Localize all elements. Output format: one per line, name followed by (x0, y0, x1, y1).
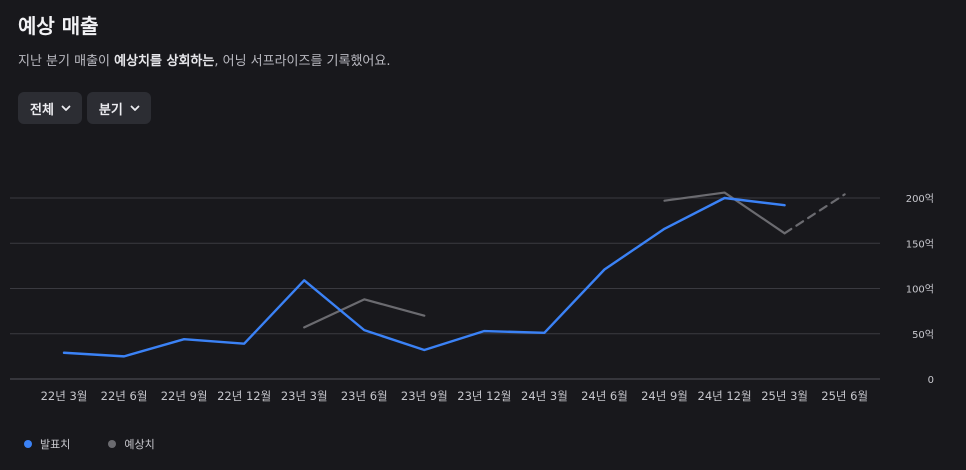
y-tick-label: 150억 (906, 238, 934, 250)
subtitle-text-bold: 예상치를 상회하는 (114, 54, 215, 69)
x-tick-label: 24년 9월 (641, 389, 688, 403)
legend-item-estimate[interactable]: 예상치 (108, 436, 155, 452)
legend-swatch-actual (24, 440, 32, 448)
x-tick-label: 23년 6월 (341, 389, 388, 403)
scope-filter-label: 전체 (30, 102, 54, 118)
revenue-chart: 0 50억 100억 150억 200억 22년 3월 22년 6월 22년 9월 22년 12… (10, 191, 934, 403)
y-tick-label: 50억 (912, 329, 934, 341)
series-line-estimate (303, 298, 426, 329)
x-tick-label: 23년 3월 (281, 389, 328, 403)
x-tick-label: 22년 3월 (41, 389, 88, 403)
x-tick-label: 25년 3월 (761, 389, 808, 403)
x-tick-label: 22년 6월 (101, 389, 148, 403)
y-tick-label: 100억 (906, 284, 934, 296)
x-tick-label: 22년 12월 (217, 389, 271, 403)
legend-swatch-estimate (108, 440, 117, 448)
page-subtitle: 지난 분기 매출이 예상치를 상회하는, 어닝 서프라이즈를 기록했어요. (18, 50, 391, 69)
scope-filter-button[interactable]: 전체 (18, 92, 82, 124)
series-line-estimate (663, 191, 786, 235)
x-tick-label: 25년 6월 (821, 389, 868, 403)
y-tick-label: 0 (928, 375, 934, 386)
subtitle-text-post: , 어닝 서프라이즈를 기록했어요. (214, 54, 391, 69)
page-title: 예상 매출 (18, 14, 99, 38)
x-tick-label: 24년 12월 (698, 389, 752, 403)
filter-bar: 전체 분기 (18, 92, 151, 124)
legend-label-estimate: 예상치 (124, 438, 155, 451)
series-line-estimate (783, 193, 846, 235)
subtitle-text-pre: 지난 분기 매출이 (18, 54, 115, 69)
chevron-down-icon (61, 105, 71, 111)
y-tick-label: 200억 (906, 193, 934, 205)
x-tick-label: 23년 9월 (401, 389, 448, 403)
x-tick-label: 22년 9월 (161, 389, 208, 403)
chevron-down-icon (130, 105, 140, 111)
chart-legend: 발표치 예상치 (24, 436, 155, 452)
x-tick-label: 24년 6월 (581, 389, 628, 403)
legend-item-actual[interactable]: 발표치 (24, 436, 70, 452)
period-filter-button[interactable]: 분기 (86, 92, 151, 124)
x-tick-label: 23년 12월 (457, 389, 511, 403)
period-filter-label: 분기 (98, 102, 123, 118)
x-tick-label: 24년 3월 (521, 389, 568, 403)
series-line-actual (62, 196, 786, 358)
legend-label-actual: 발표치 (40, 438, 71, 451)
